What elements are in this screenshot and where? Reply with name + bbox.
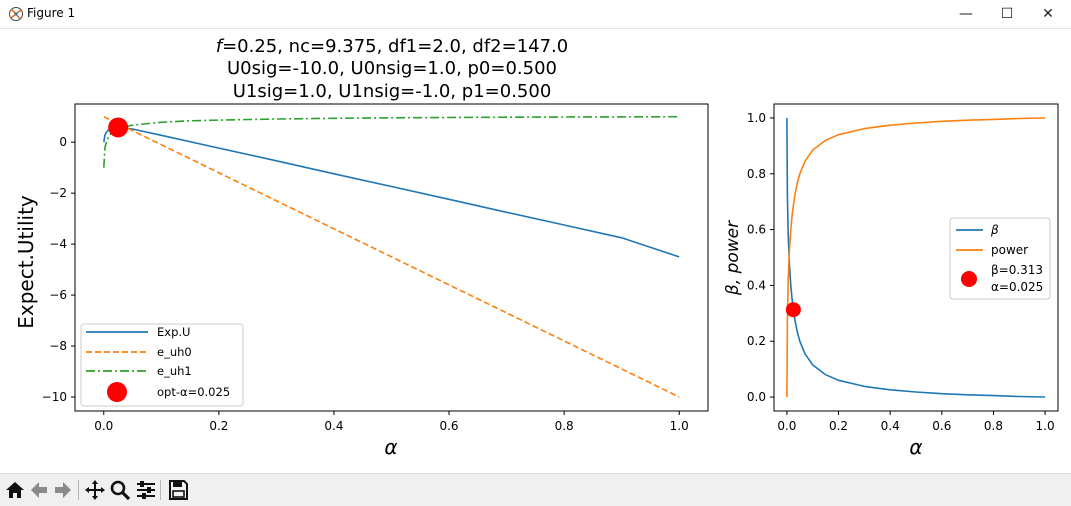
legend-label-e-uh0: e_uh0 [157,345,192,359]
figure-title-line2: U0sig=-10.0, U0nsig=1.0, p0=0.500 [227,58,557,79]
pan-button[interactable] [83,478,107,502]
y-tick-label: −6 [49,288,67,302]
legend-marker-opt [107,382,127,402]
x-tick-label: 0.8 [984,419,1003,433]
figure-canvas: f=0.25, nc=9.375, df1=2.0, df2=147.0 U0s… [14,36,1059,459]
x-tick-label: 0.6 [439,419,458,433]
zoom-button[interactable] [108,478,132,502]
close-icon: ✕ [1042,6,1054,22]
legend-label-power: power [991,243,1028,257]
forward-icon [55,482,71,498]
x-tick-label: 0.0 [94,419,113,433]
window-titlebar: Figure 1 — ☐ ✕ [0,0,1071,29]
optimum-marker [108,117,129,138]
matplotlib-icon [9,7,23,21]
navigation-toolbar [0,473,1071,506]
y-tick-label: −10 [42,390,67,404]
x-tick-label: 0.2 [209,419,228,433]
x-tick-label: 1.0 [670,419,689,433]
minimize-icon: — [959,6,973,22]
legend: Exp.U e_uh0 e_uh1 opt-α=0.025 [80,323,244,407]
back-icon [31,482,47,498]
maximize-button[interactable]: ☐ [984,0,1030,28]
close-button[interactable]: ✕ [1025,0,1071,28]
back-button[interactable] [27,478,51,502]
pan-icon [85,480,105,500]
series-line-e-uh0 [103,115,680,398]
x-axis-label: α [909,435,922,459]
axes-frame [773,103,1059,412]
save-button[interactable] [166,478,190,502]
y-tick-label: 0.8 [747,167,766,181]
series-line-e-uh1 [103,115,680,168]
figure-title-line1: f=0.25, nc=9.375, df1=2.0, df2=147.0 [216,36,569,57]
series-line-- [786,117,1046,398]
legend-marker-opt [961,271,977,287]
y-tick-label: −2 [49,186,67,200]
axes-frame [74,103,709,412]
expected-utility-axes: 0.0 0.2 0.4 0.6 0.8 1.0 0 −2 −4 −6 −8 −10 α Expect.… [14,103,709,459]
x-tick-label: 1.0 [1036,419,1055,433]
legend-label-e-uh1: e_uh1 [157,364,192,378]
x-tick-label: 0.6 [932,419,951,433]
zoom-icon [110,480,131,501]
legend: β power β=0.313 α=0.025 [949,217,1051,300]
home-button[interactable] [3,478,27,502]
y-tick-label: 0 [59,135,67,149]
y-tick-label: 1.0 [747,111,766,125]
y-axis-label: β, power [723,220,743,296]
x-axis-label: α [384,435,397,459]
configure-subplots-button[interactable] [134,478,158,502]
toolbar-separator [160,480,161,500]
y-tick-label: 0.2 [747,334,766,348]
beta-power-axes: 0.0 0.2 0.4 0.6 0.8 1.0 0.0 0.2 0.4 0.6 0.8 1.0 α β… [723,103,1059,459]
y-tick-label: 0.0 [747,390,766,404]
series-line-exp-u [103,126,680,258]
legend-label-exp-u: Exp.U [157,325,190,339]
x-tick-label: 0.4 [324,419,343,433]
y-tick-label: −8 [49,339,67,353]
x-tick-label: 0.0 [777,419,796,433]
save-icon [169,480,188,500]
legend-label-beta: β [990,223,999,237]
window-title: Figure 1 [27,6,76,20]
y-tick-label: 0.6 [747,223,766,237]
series-line-power [786,117,1046,398]
configure-subplots-icon [137,481,155,499]
x-tick-label: 0.4 [881,419,900,433]
y-axis-label: Expect.Utility [14,195,38,329]
x-tick-label: 0.2 [829,419,848,433]
y-tick-label: −4 [49,237,67,251]
forward-button[interactable] [51,478,75,502]
minimize-button[interactable]: — [943,0,989,28]
home-icon [6,482,24,498]
maximize-icon: ☐ [1000,6,1014,22]
y-tick-label: 0.4 [747,278,766,292]
optimum-marker [785,302,801,318]
toolbar-separator [78,480,79,500]
figure-title-line3: U1sig=1.0, U1nsig=-1.0, p1=0.500 [233,81,552,102]
x-tick-label: 0.8 [555,419,574,433]
legend-label-opt: opt-α=0.025 [157,385,230,399]
legend-label-opt: β=0.313 α=0.025 [991,263,1047,294]
